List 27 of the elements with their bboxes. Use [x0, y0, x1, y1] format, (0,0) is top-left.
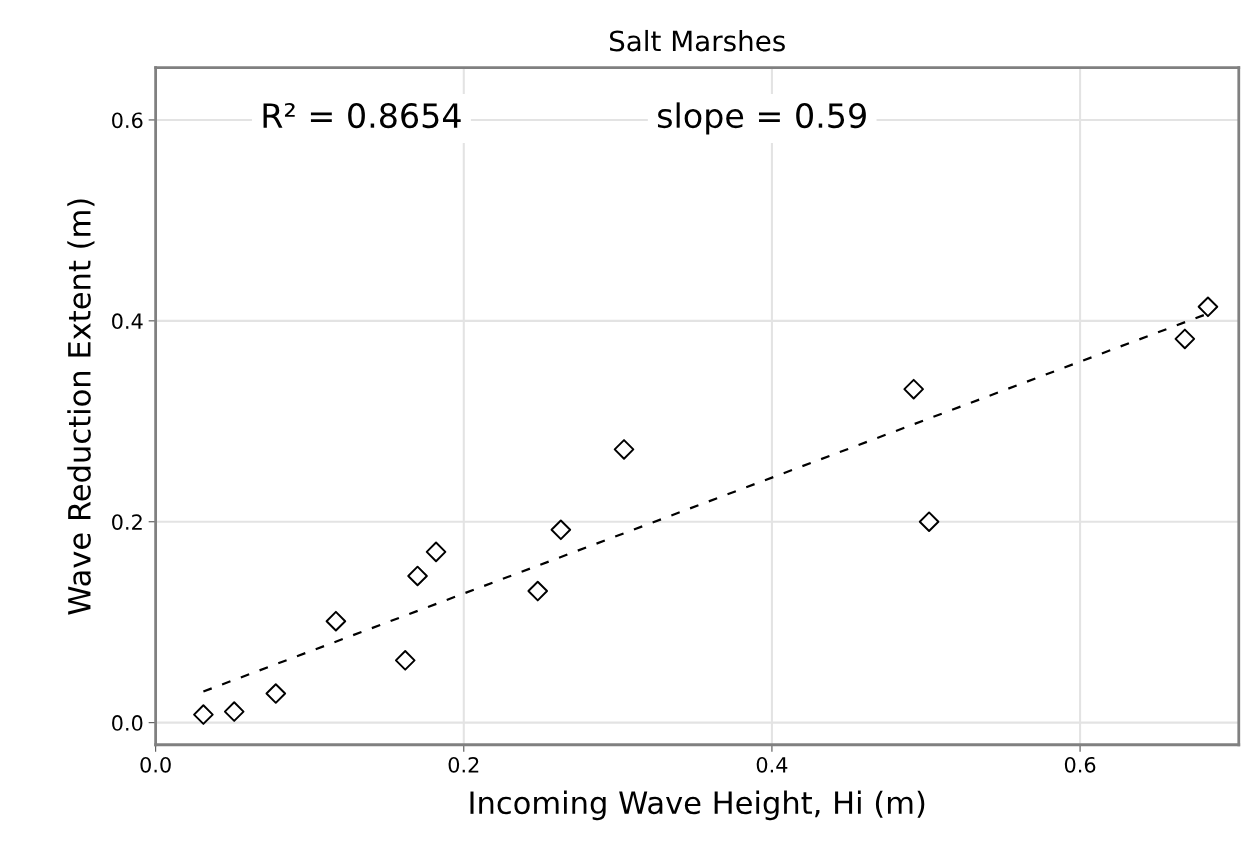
point [903, 378, 924, 400]
point [1174, 328, 1196, 350]
y-tick-label: 0.0 [112, 715, 143, 731]
x-tick-label: 0.4 [756, 756, 788, 773]
y-tick-label: 0.2 [112, 514, 142, 530]
y-tick-label: 0.6 [112, 112, 143, 129]
point [527, 580, 549, 602]
annotation: R² = 0.8654 [263, 102, 461, 129]
point [394, 650, 416, 671]
point [1197, 296, 1219, 318]
point [425, 541, 447, 563]
point [407, 565, 428, 587]
x-tick-label: 0.2 [448, 756, 479, 773]
y-tick-label: 0.4 [112, 313, 143, 330]
annotation: slope = 0.59 [657, 102, 866, 135]
y-axis-title: Wave Reduction Extent (m) [67, 199, 95, 615]
point [193, 704, 214, 725]
point [918, 511, 940, 533]
chart-title: Salt Marshes [609, 29, 785, 52]
point [223, 701, 245, 722]
point [265, 683, 287, 704]
point [613, 439, 635, 460]
x-axis-title: Incoming Wave Height, Hi (m) [470, 790, 925, 821]
point [325, 610, 347, 632]
x-tick-label: 0.0 [140, 756, 171, 773]
point [550, 519, 572, 541]
x-tick-label: 0.6 [1064, 756, 1096, 773]
